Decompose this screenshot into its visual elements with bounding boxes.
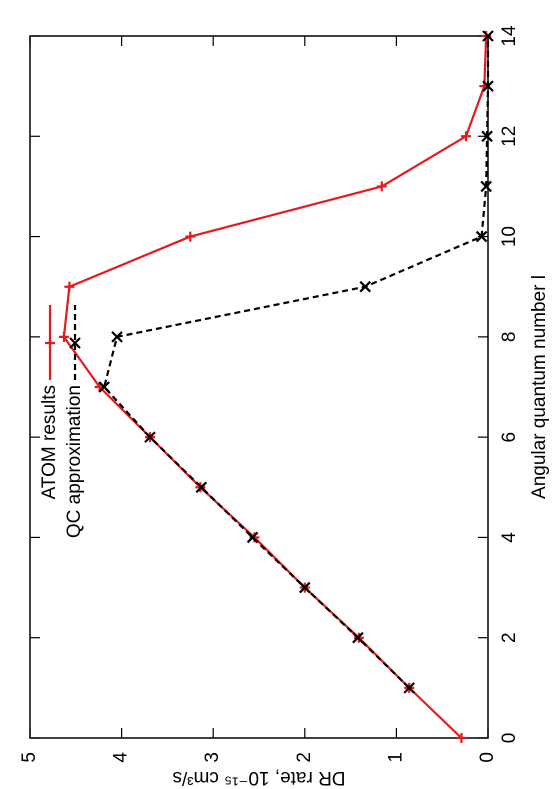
point-marker [456,733,467,743]
point-marker [58,331,69,342]
point-marker [403,682,416,694]
y-tick-label: 3 [202,752,223,763]
legend-label: ATOM results [39,385,60,499]
x-tick-label: 6 [499,432,520,443]
series-line [102,36,490,689]
y-tick-label: 2 [294,752,315,763]
point-marker [64,281,75,292]
y-axis-title: DR rate, 10⁻¹⁵ cm³/s [172,767,345,788]
point-marker [98,381,110,393]
point-marker [481,130,493,143]
x-tick-label: 4 [499,532,520,543]
point-marker [111,331,123,343]
point-marker [246,531,259,544]
point-marker [475,230,488,243]
y-tick-label: 5 [19,752,40,763]
point-marker [461,131,472,142]
legend-marker [69,337,81,349]
point-marker [299,581,311,594]
point-marker [482,80,494,92]
y-tick-label: 0 [477,752,498,763]
y-tick-label: 4 [111,752,132,763]
rotated-plot: Angular quantum number l DR rate, 10⁻¹⁵ … [19,25,550,788]
x-tick-label: 8 [499,332,520,343]
x-tick-label: 0 [499,733,520,744]
legend-marker [45,338,55,348]
legend-label: QC approximation [64,385,85,538]
point-marker [481,31,492,41]
x-tick-label: 12 [499,126,520,147]
point-marker [480,180,492,193]
x-tick-label: 10 [499,226,520,247]
plot-frame [29,35,489,739]
point-marker [352,631,364,644]
point-marker [376,181,387,192]
point-marker [195,481,208,494]
y-tick-label: 1 [385,752,406,763]
point-marker [185,231,196,242]
x-tick-label: 2 [499,632,520,643]
x-axis-title: Angular quantum number l [529,275,550,499]
x-tick-label: 14 [499,25,520,47]
point-marker [359,280,372,293]
point-marker [144,431,156,443]
point-marker [482,30,494,42]
series-line [62,35,488,739]
